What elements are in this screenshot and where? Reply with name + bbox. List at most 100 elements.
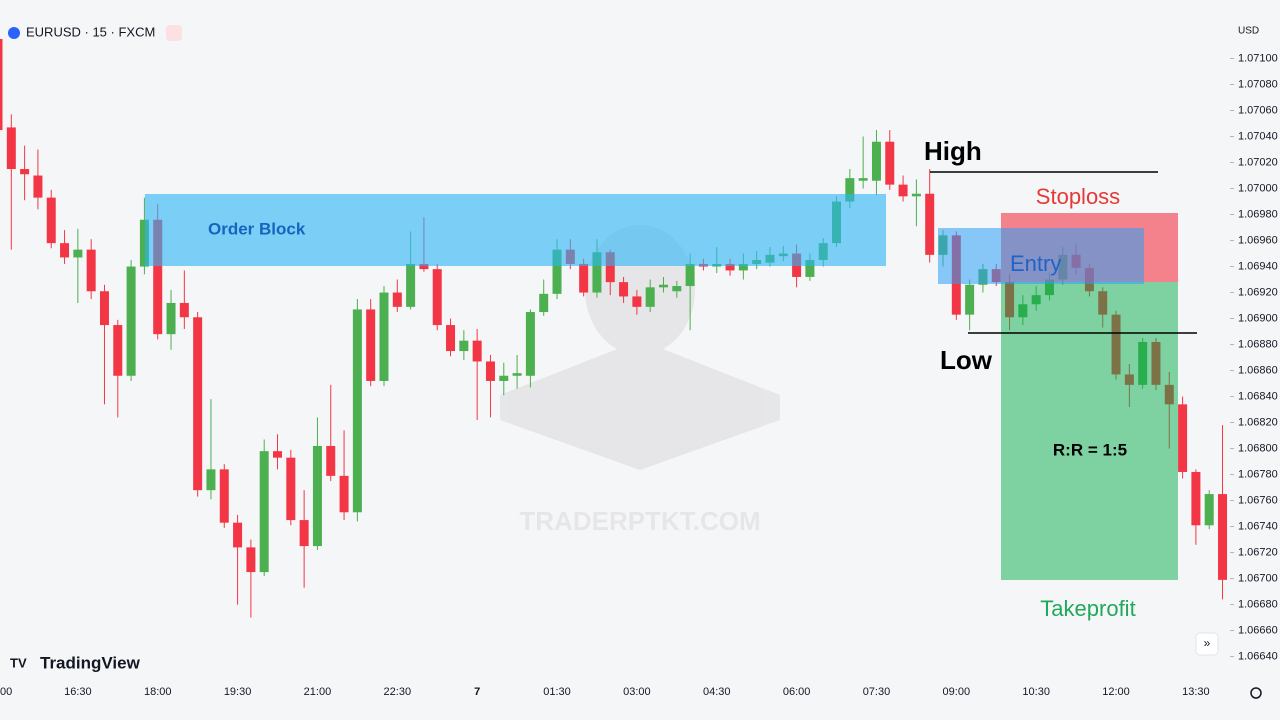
candle-body (738, 263, 748, 271)
candle-body (113, 325, 123, 376)
candle-body (605, 252, 615, 283)
y-tick-label: 1.07020 (1238, 156, 1278, 168)
candle-body (193, 317, 203, 491)
candle-body (579, 263, 589, 293)
candle-body (219, 469, 229, 523)
x-tick-label: 04:30 (703, 686, 731, 698)
y-tick-label: 1.06960 (1238, 234, 1278, 246)
candle-body (446, 325, 456, 352)
y-tick-label: 1.06800 (1238, 442, 1278, 454)
overlays: Order Block High Low Stoploss Entry R:R = 1:5… (145, 136, 1197, 621)
candle-body (552, 249, 562, 294)
candle-body (885, 141, 895, 185)
x-tick-label: 16:30 (64, 686, 92, 698)
tv-mark: TV (10, 655, 27, 670)
symbol-title: EURUSD · 15 · FXCM (26, 24, 155, 39)
y-tick-label: 1.06940 (1238, 260, 1278, 272)
candle-body (871, 141, 881, 181)
candle-body (419, 263, 429, 270)
candle-body (858, 178, 868, 181)
y-tick-label: 1.06660 (1238, 624, 1278, 636)
candle-body (619, 282, 629, 297)
candle-body (925, 193, 935, 255)
y-tick-label: 1.06780 (1238, 468, 1278, 480)
candle-body (46, 197, 56, 244)
candle-body (512, 373, 522, 376)
x-tick-label: 06:00 (783, 686, 811, 698)
x-tick-label: 03:00 (623, 686, 651, 698)
candle-body (166, 302, 176, 335)
candle-body (898, 184, 908, 197)
candle-body (459, 340, 469, 352)
candle-body (1218, 494, 1228, 580)
y-tick-label: 1.06980 (1238, 208, 1278, 220)
currency[interactable]: USD (1238, 26, 1259, 37)
scroll-button[interactable] (1195, 632, 1219, 656)
scroll-icon[interactable]: » (1204, 636, 1211, 650)
candle-body (432, 269, 442, 326)
x-tick-label: 09:00 (943, 686, 971, 698)
candle-body (233, 522, 243, 548)
candle-body (965, 284, 975, 315)
candle-body (725, 263, 735, 271)
candle-body (352, 309, 362, 513)
candle-body (126, 266, 136, 376)
y-tick-label: 1.07100 (1238, 52, 1278, 64)
y-tick-label: 1.07040 (1238, 130, 1278, 142)
y-tick-label: 1.06720 (1238, 546, 1278, 558)
candle-body (911, 193, 921, 197)
candle-body (645, 287, 655, 307)
y-tick-label: 1.06880 (1238, 338, 1278, 350)
y-tick-label: 1.06920 (1238, 286, 1278, 298)
candle-body (73, 249, 83, 258)
y-tick-label: 1.06820 (1238, 416, 1278, 428)
x-tick-label: 18:00 (144, 686, 172, 698)
candle-body (539, 293, 549, 313)
order-block-label: Order Block (208, 219, 306, 238)
y-tick-label: 1.07080 (1238, 78, 1278, 90)
candle-body (406, 263, 416, 307)
candle-body (60, 243, 70, 258)
candle-body (672, 286, 682, 292)
order-block-zone (145, 194, 886, 266)
y-tick-label: 1.07000 (1238, 182, 1278, 194)
settings-icon[interactable] (1250, 687, 1262, 699)
y-tick-label: 1.06840 (1238, 390, 1278, 402)
candle-body (379, 292, 389, 381)
x-tick-label: 13:30 (1182, 686, 1210, 698)
x-tick-label: 01:30 (543, 686, 571, 698)
candle-body (286, 457, 296, 521)
candle-body (1191, 471, 1201, 526)
candle-body (366, 309, 376, 381)
candle-body (499, 375, 509, 381)
x-tick-label: 7 (474, 686, 480, 698)
y-tick-label: 1.06900 (1238, 312, 1278, 324)
takeprofit-label: Takeprofit (1040, 596, 1135, 621)
x-tick-label: 07:30 (863, 686, 891, 698)
watermark-logo (500, 340, 780, 470)
candle-body (86, 249, 96, 292)
candle-body (179, 302, 189, 318)
candle-body (0, 39, 3, 131)
x-tick-label: 00 (0, 686, 12, 698)
y-tick-label: 1.06640 (1238, 651, 1278, 663)
indicator-badge[interactable] (166, 25, 182, 41)
y-tick-label: 1.06760 (1238, 494, 1278, 506)
candle-body (592, 252, 602, 293)
high-label: High (924, 136, 982, 166)
y-tick-label: 1.06700 (1238, 572, 1278, 584)
y-tick-label: 1.06740 (1238, 520, 1278, 532)
y-tick-label: 1.06860 (1238, 364, 1278, 376)
candle-body (6, 127, 16, 170)
candle-body (326, 445, 336, 476)
x-tick-label: 22:30 (384, 686, 412, 698)
candle-body (685, 263, 695, 287)
candle-body (632, 296, 642, 307)
brand: TradingView (40, 653, 141, 672)
candle-body (525, 312, 535, 376)
low-label: Low (940, 345, 993, 375)
candle-body (805, 260, 815, 277)
candle-body (339, 475, 349, 513)
